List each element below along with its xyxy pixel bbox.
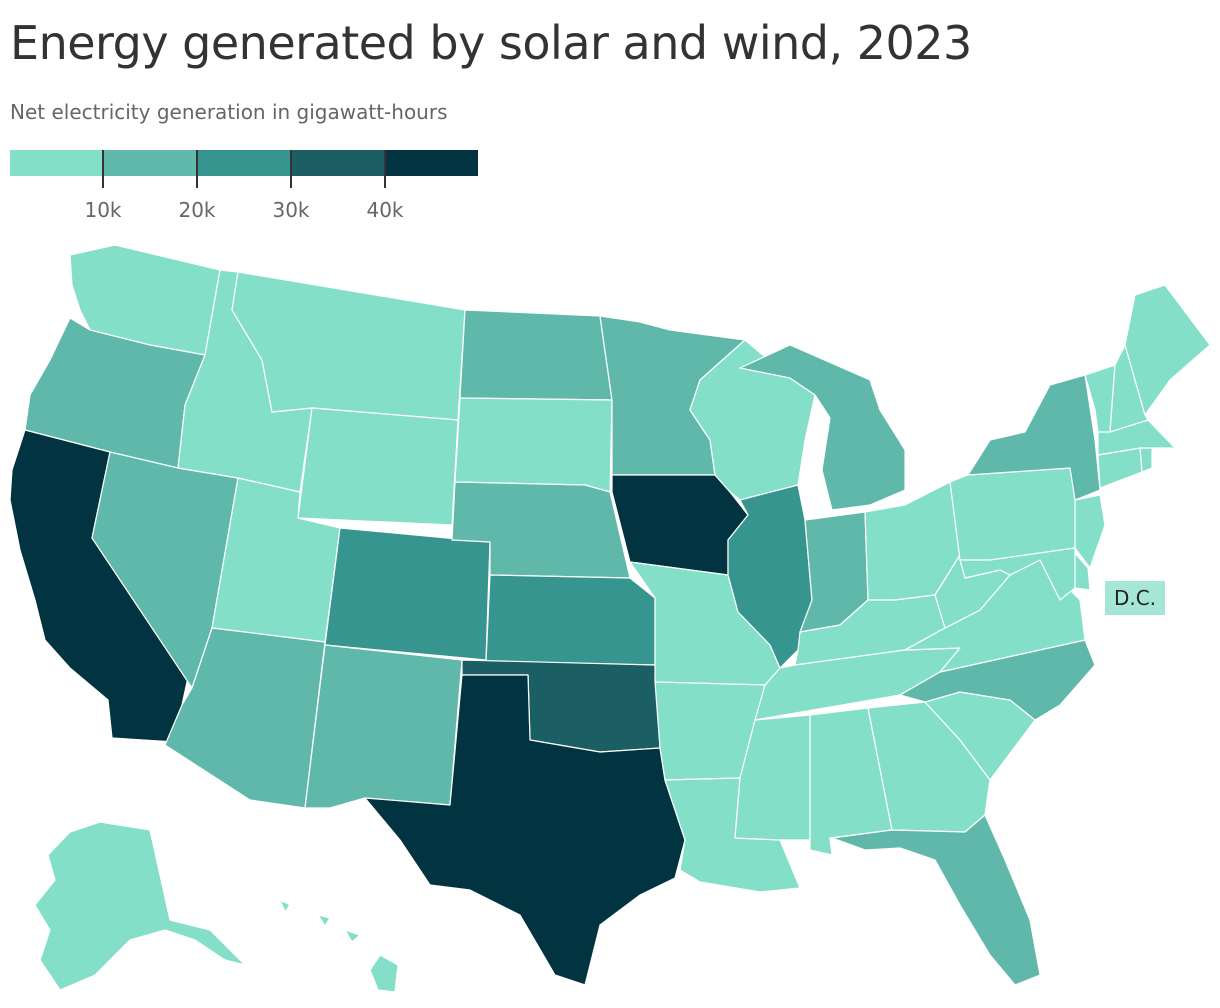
legend-bar [10, 150, 478, 176]
state-MD[interactable] [959, 547, 1076, 601]
state-NH[interactable] [1109, 344, 1149, 433]
legend-tick-10k [102, 150, 104, 188]
state-RI[interactable] [1139, 447, 1153, 473]
state-WI[interactable] [689, 339, 816, 501]
legend-label-10k: 10k [84, 198, 122, 222]
state-PA[interactable] [949, 467, 1079, 561]
legend-swatch-bin4 [290, 150, 385, 176]
legend-swatch-bin2 [103, 150, 198, 176]
state-IL[interactable] [727, 484, 813, 669]
state-CO[interactable] [324, 527, 491, 661]
state-FL[interactable] [831, 814, 1041, 986]
chart-title: Energy generated by solar and wind, 2023 [10, 16, 972, 70]
state-VT[interactable] [1084, 364, 1116, 433]
legend-label-30k: 30k [272, 198, 310, 222]
legend-swatch-bin5 [384, 150, 478, 176]
dc-label: D.C. [1105, 581, 1165, 615]
state-NM[interactable] [304, 644, 463, 809]
state-TX[interactable] [364, 674, 686, 986]
legend-label-40k: 40k [366, 198, 404, 222]
legend-swatch-bin3 [197, 150, 291, 176]
color-legend: 10k 20k 30k 40k [10, 150, 480, 230]
state-NY[interactable] [967, 374, 1101, 501]
state-MI[interactable] [739, 344, 906, 511]
legend-swatch-bin1 [10, 150, 104, 176]
state-AK[interactable] [34, 821, 246, 991]
legend-label-20k: 20k [178, 198, 216, 222]
legend-tick-30k [290, 150, 292, 188]
state-SD[interactable] [454, 397, 613, 493]
state-ME[interactable] [1124, 284, 1211, 416]
state-KS[interactable] [485, 574, 656, 666]
state-NJ[interactable] [1074, 494, 1106, 569]
state-HI[interactable] [279, 899, 399, 993]
legend-tick-40k [384, 150, 386, 188]
chart-subtitle: Net electricity generation in gigawatt-h… [10, 100, 448, 124]
state-WY[interactable] [297, 407, 459, 526]
legend-tick-20k [196, 150, 198, 188]
state-ND[interactable] [459, 309, 613, 401]
us-map [9, 244, 1211, 993]
